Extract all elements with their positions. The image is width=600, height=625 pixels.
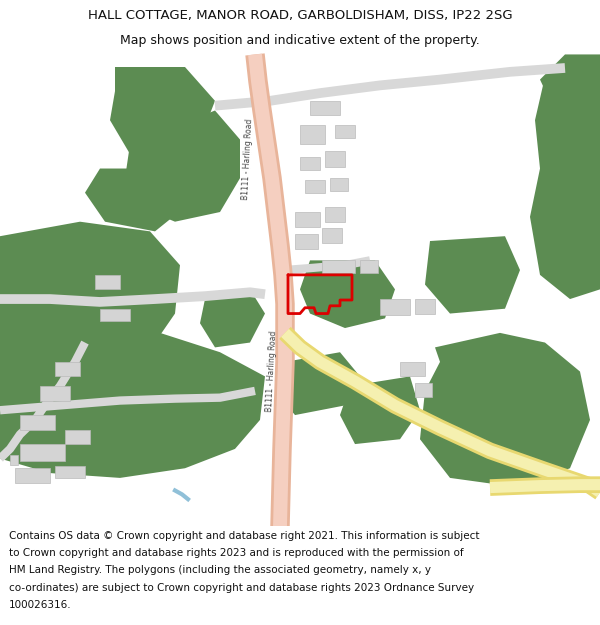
Text: Map shows position and indicative extent of the property.: Map shows position and indicative extent…	[120, 34, 480, 48]
Polygon shape	[310, 101, 340, 116]
Polygon shape	[335, 125, 355, 138]
Polygon shape	[300, 261, 395, 328]
Text: to Crown copyright and database rights 2023 and is reproduced with the permissio: to Crown copyright and database rights 2…	[9, 548, 464, 558]
Polygon shape	[400, 362, 425, 376]
Polygon shape	[275, 352, 360, 415]
Polygon shape	[85, 169, 185, 231]
Polygon shape	[55, 466, 85, 478]
Text: HM Land Registry. The polygons (including the associated geometry, namely x, y: HM Land Registry. The polygons (includin…	[9, 566, 431, 576]
Polygon shape	[15, 468, 50, 482]
Polygon shape	[40, 386, 70, 401]
Polygon shape	[295, 234, 318, 249]
Polygon shape	[305, 180, 325, 192]
Polygon shape	[322, 229, 342, 243]
Polygon shape	[95, 275, 120, 289]
Polygon shape	[55, 362, 80, 376]
Polygon shape	[300, 157, 320, 171]
Polygon shape	[45, 299, 125, 376]
Text: HALL COTTAGE, MANOR ROAD, GARBOLDISHAM, DISS, IP22 2SG: HALL COTTAGE, MANOR ROAD, GARBOLDISHAM, …	[88, 9, 512, 22]
Polygon shape	[110, 67, 215, 169]
Polygon shape	[425, 236, 520, 314]
Polygon shape	[415, 299, 435, 314]
Polygon shape	[20, 415, 55, 429]
Polygon shape	[360, 261, 378, 273]
Polygon shape	[125, 111, 240, 222]
Polygon shape	[295, 212, 320, 226]
Polygon shape	[325, 151, 345, 167]
Text: Contains OS data © Crown copyright and database right 2021. This information is : Contains OS data © Crown copyright and d…	[9, 531, 479, 541]
Text: 100026316.: 100026316.	[9, 599, 71, 609]
Polygon shape	[420, 333, 590, 488]
Polygon shape	[325, 208, 345, 222]
Text: co-ordinates) are subject to Crown copyright and database rights 2023 Ordnance S: co-ordinates) are subject to Crown copyr…	[9, 582, 474, 592]
Polygon shape	[340, 376, 420, 444]
Polygon shape	[300, 125, 325, 144]
Polygon shape	[540, 54, 600, 116]
Polygon shape	[0, 328, 265, 478]
Text: B1111 - Harling Road: B1111 - Harling Road	[241, 118, 254, 199]
Polygon shape	[65, 429, 90, 444]
Polygon shape	[330, 178, 348, 191]
Polygon shape	[100, 309, 130, 321]
Polygon shape	[200, 289, 265, 348]
Text: B1111 - Harling Road: B1111 - Harling Road	[265, 331, 278, 412]
Polygon shape	[322, 261, 355, 273]
Polygon shape	[380, 299, 410, 316]
Polygon shape	[20, 444, 65, 461]
Polygon shape	[415, 383, 432, 397]
Polygon shape	[530, 67, 600, 299]
Polygon shape	[0, 222, 180, 429]
Polygon shape	[10, 455, 18, 466]
